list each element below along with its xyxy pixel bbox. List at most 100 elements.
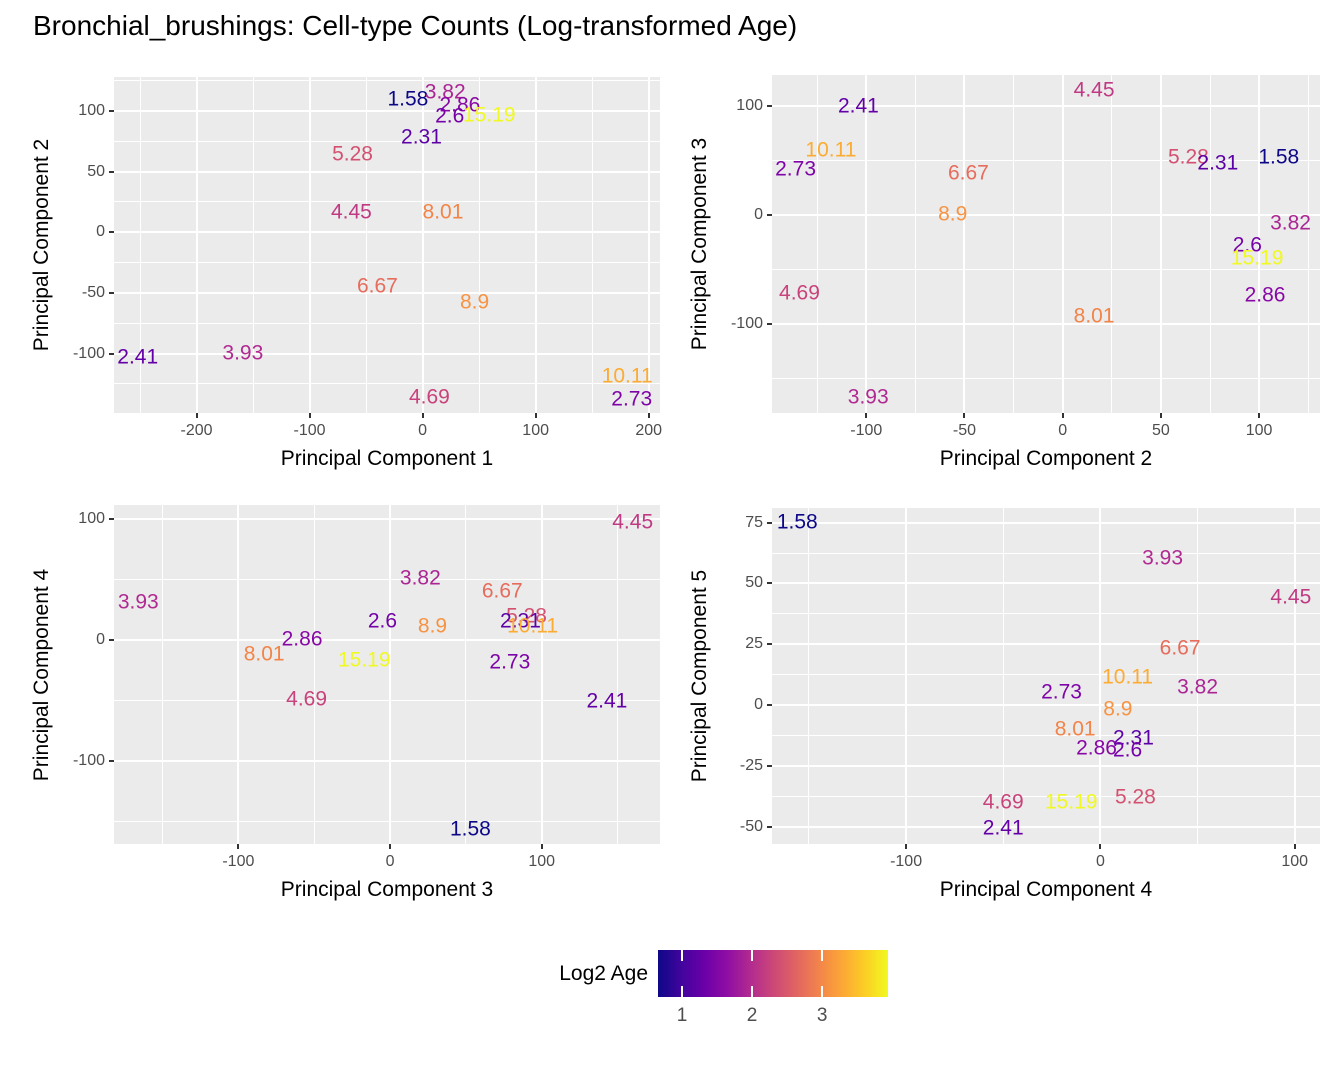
y-tick-mark [767, 104, 772, 107]
x-tick-mark [905, 844, 908, 849]
gridline-x-major [905, 508, 908, 844]
data-point-label: 10.11 [507, 614, 559, 638]
gridline-x-major [865, 75, 868, 413]
data-point-label: 2.6 [367, 609, 398, 633]
data-point-label: 2.41 [117, 345, 159, 369]
gridline-x-minor [139, 77, 141, 413]
gridline-y-minor [772, 268, 1320, 270]
y-tick-label: 0 [754, 205, 763, 223]
plot-panel: 4.45 3.93 3.82 6.67 2.6 8.9 5.28 2.31 10.11 2.86 8… [114, 505, 660, 844]
data-point-label: 2.86 [1244, 283, 1286, 307]
gridline-x-minor [816, 75, 818, 413]
y-tick-label: 75 [745, 513, 763, 531]
x-axis-title: Principal Component 4 [939, 878, 1153, 901]
data-point-label: 3.82 [424, 80, 466, 104]
data-point-label: 1.58 [776, 510, 818, 534]
gridline-x-major [1061, 75, 1064, 413]
gridline-x-minor [1111, 75, 1113, 413]
data-point-label: 10.11 [1102, 665, 1154, 689]
y-tick-label: -100 [72, 344, 105, 362]
y-tick-mark [109, 352, 114, 355]
y-axis-title: Principal Component 4 [30, 568, 53, 781]
y-tick-label: -50 [739, 817, 763, 835]
x-tick-label: -100 [222, 853, 255, 870]
gridline-x-minor [1209, 75, 1211, 413]
data-point-label: 3.93 [1142, 546, 1184, 570]
x-tick-mark [1159, 413, 1162, 418]
x-tick-label: 100 [1245, 422, 1273, 439]
data-point-label: 6.67 [1159, 636, 1201, 660]
x-tick-label: 100 [1281, 853, 1309, 870]
y-tick-label: 0 [96, 223, 105, 241]
y-tick-label: -100 [72, 751, 105, 769]
gridline-y-minor [114, 383, 660, 385]
gridline-x-major [308, 77, 311, 413]
gridline-y-minor [772, 674, 1320, 676]
data-point-label: 2.73 [1041, 680, 1082, 704]
x-tick-mark [421, 413, 424, 418]
x-tick-label: 0 [418, 422, 428, 439]
data-point-label: 3.82 [399, 566, 441, 590]
gridline-y-major [114, 109, 660, 112]
legend-tick-label: 2 [746, 1005, 758, 1026]
gridline-x-major [1099, 508, 1102, 844]
y-tick-mark [767, 704, 772, 707]
x-tick-mark [195, 413, 198, 418]
x-tick-mark [1258, 413, 1261, 418]
gridline-x-major [1258, 75, 1261, 413]
data-point-label: 2.6 [435, 104, 465, 128]
gridline-y-major [114, 759, 660, 762]
x-tick-mark [1293, 844, 1296, 849]
data-point-label: 3.93 [847, 385, 889, 409]
data-point-label: 2.6 [1232, 233, 1262, 257]
y-tick-label: 0 [754, 696, 763, 714]
x-axis-title: Principal Component 1 [280, 447, 494, 470]
x-tick-mark [865, 413, 868, 418]
x-tick-label: -100 [890, 853, 923, 870]
gridline-x-major [534, 77, 537, 413]
data-point-label: 10.11 [805, 138, 857, 162]
x-tick-mark [389, 844, 392, 849]
gridline-y-major [114, 170, 660, 173]
legend-tick-mark [821, 986, 824, 997]
x-tick-mark [308, 413, 311, 418]
y-tick-label: -50 [81, 283, 105, 301]
plot-panel: 1.58 3.93 4.45 6.67 2.73 10.11 3.82 8.9 8.01 2.31… [772, 508, 1320, 844]
gridline-x-minor [617, 505, 619, 844]
data-point-label: 2.41 [837, 94, 879, 118]
plot-panel: 1.58 3.82 2.86 2.6 15.19 2.31 5.28 4.45 8.01 6.67… [114, 77, 660, 413]
data-point-label: 4.69 [408, 385, 450, 409]
gridline-y-minor [772, 613, 1320, 615]
gridline-x-minor [1013, 75, 1015, 413]
x-tick-label: -100 [850, 422, 883, 439]
y-tick-mark [767, 322, 772, 325]
data-point-label: 4.69 [779, 281, 820, 305]
data-point-label: 5.28 [332, 142, 373, 166]
gridline-y-major [114, 352, 660, 355]
data-point-label: 15.19 [1230, 246, 1284, 270]
x-tick-label: 50 [1151, 422, 1170, 439]
data-point-label: 5.28 [506, 604, 547, 628]
x-tick-mark [1061, 413, 1064, 418]
gridline-x-minor [591, 77, 593, 413]
data-point-label: 1.58 [387, 87, 429, 111]
gridline-y-minor [114, 140, 660, 142]
gridline-y-major [772, 213, 1320, 216]
data-point-label: 2.41 [982, 816, 1024, 840]
legend-title: Log2 Age [559, 962, 648, 985]
gridline-x-minor [1002, 508, 1004, 844]
gridline-y-major [114, 639, 660, 642]
x-tick-label: 0 [1058, 422, 1068, 439]
legend-tick-mark [751, 950, 754, 961]
y-tick-mark [109, 109, 114, 112]
data-point-label: 8.9 [938, 202, 968, 226]
gridline-y-major [772, 643, 1320, 646]
data-point-label: 2.41 [586, 689, 628, 713]
y-tick-mark [109, 291, 114, 294]
x-tick-mark [1099, 844, 1102, 849]
gridline-x-minor [1197, 508, 1199, 844]
legend-tick-label: 3 [816, 1005, 828, 1026]
y-tick-label: 25 [745, 635, 763, 653]
x-axis-title: Principal Component 2 [939, 447, 1153, 470]
